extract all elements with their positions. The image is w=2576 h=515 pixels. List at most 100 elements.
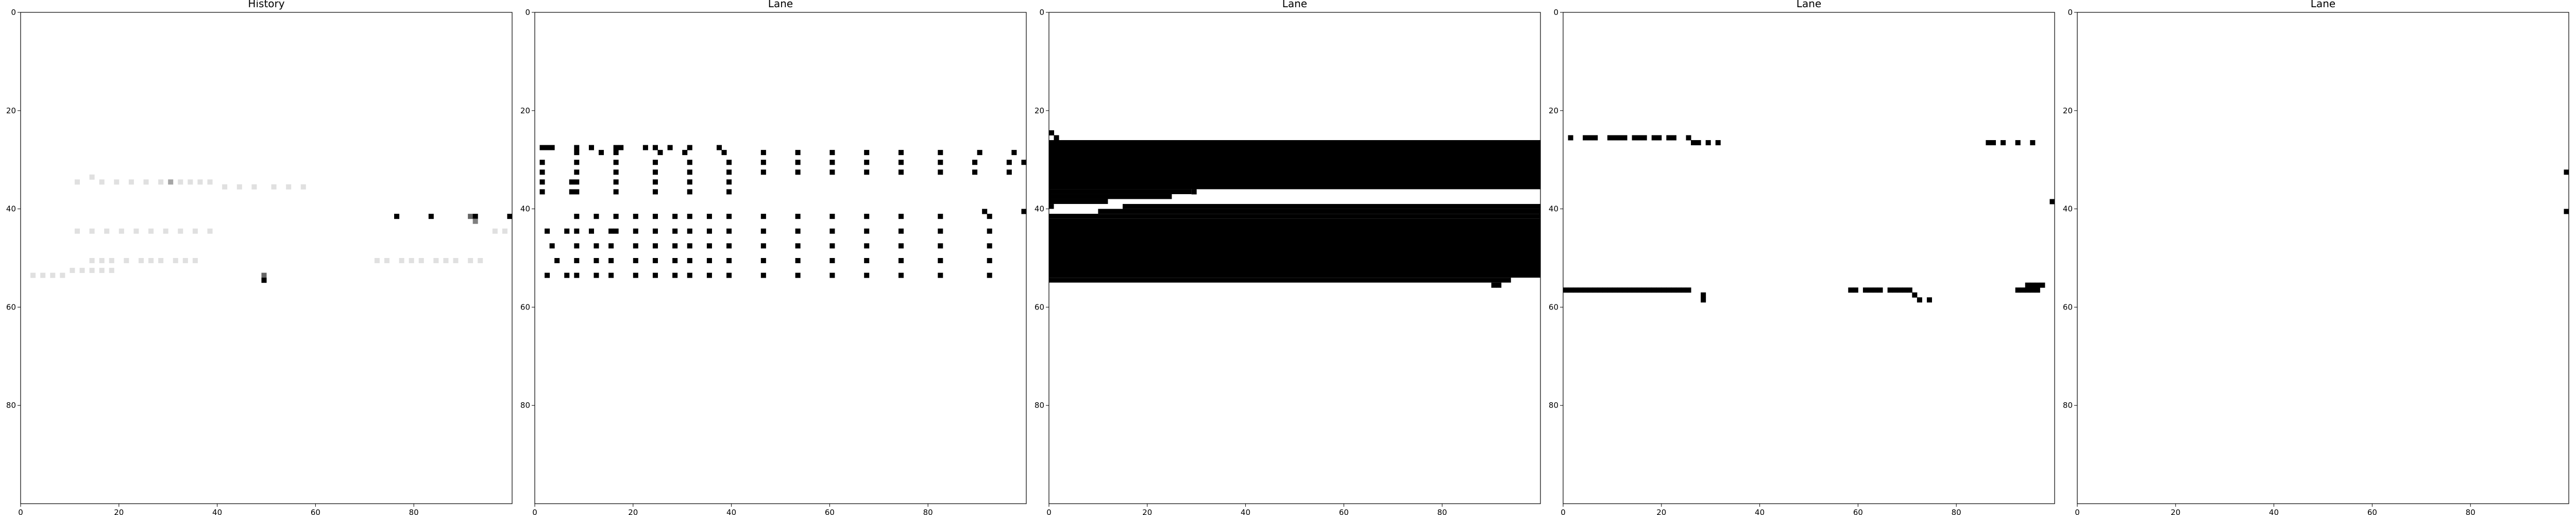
x-tick-label: 40 <box>1755 508 1765 515</box>
heat-cell <box>574 179 580 185</box>
panel-title: History <box>248 0 284 10</box>
x-tick-label: 60 <box>311 508 320 515</box>
heat-cell <box>687 258 692 264</box>
x-tick-label: 60 <box>1853 508 1863 515</box>
heat-cell <box>574 169 580 175</box>
heat-cell <box>613 150 619 156</box>
heat-cell <box>1006 169 1012 175</box>
x-tick-label: 80 <box>923 508 933 515</box>
heat-cell <box>574 150 580 156</box>
heat-cell <box>864 150 870 156</box>
heat-cell <box>706 214 712 219</box>
heat-cell <box>726 169 732 175</box>
heat-cell <box>938 150 943 156</box>
heat-cell <box>716 145 722 150</box>
heat-cell <box>795 243 801 249</box>
heat-cell <box>182 258 188 264</box>
heat-cell <box>2564 169 2569 175</box>
heat-cell <box>1691 140 1697 146</box>
heat-cell <box>613 179 619 185</box>
heat-cell <box>1651 287 1657 293</box>
heat-cell <box>138 258 144 264</box>
heat-cell <box>148 258 154 264</box>
heat-cell <box>1587 135 1593 141</box>
y-tick-label: 80 <box>1549 401 1558 410</box>
heat-cell <box>1647 287 1652 293</box>
heat-cell <box>564 272 570 278</box>
heat-cell <box>178 179 183 185</box>
heat-cell <box>539 160 545 165</box>
heat-cell <box>726 160 732 165</box>
heat-cell <box>1049 130 1055 135</box>
x-tick-label: 40 <box>212 508 222 515</box>
heat-cell <box>1715 140 1721 146</box>
heat-cell <box>539 145 555 150</box>
y-tick-label: 0 <box>11 8 16 17</box>
panel-2: Lane 0 20 40 60 80 0 20 40 60 80 <box>520 0 1027 515</box>
heat-cell <box>2035 287 2040 293</box>
heat-cell <box>760 160 766 165</box>
panel-cells <box>2564 169 2569 214</box>
heat-cell <box>687 189 692 195</box>
heat-cell <box>977 150 982 156</box>
heat-cell <box>574 189 580 195</box>
y-tick-label: 40 <box>2063 204 2073 214</box>
heat-cell <box>898 272 904 278</box>
heat-cell <box>1897 287 1903 293</box>
x-tick-label: 0 <box>1046 508 1052 515</box>
heat-cell <box>124 258 129 264</box>
heat-cell <box>99 268 105 273</box>
heat-cell <box>2015 287 2021 293</box>
heat-cell <box>652 228 658 234</box>
heat-cell <box>207 228 213 234</box>
heat-cell <box>492 228 498 234</box>
heat-cell <box>864 243 870 249</box>
heat-cell <box>1583 287 1588 293</box>
heat-cell <box>545 228 550 234</box>
heat-cell <box>864 160 870 165</box>
heat-cell <box>173 258 178 264</box>
heat-cell <box>588 228 594 234</box>
heat-cell <box>158 258 164 264</box>
heat-cell <box>236 184 242 190</box>
panel-frame <box>534 12 1027 504</box>
heat-cell <box>1862 287 1868 293</box>
heat-cell <box>588 145 594 150</box>
heat-cell <box>987 272 992 278</box>
heat-cell <box>384 258 389 264</box>
heat-block <box>1049 218 1540 278</box>
heat-cell <box>938 228 943 234</box>
heat-cell <box>1637 287 1642 293</box>
heat-cell <box>795 169 801 175</box>
x-tick-label: 0 <box>1561 508 1566 515</box>
panel-cells <box>539 145 1026 278</box>
heat-cell <box>2030 282 2036 288</box>
heat-cell <box>1701 297 1706 303</box>
heat-cell <box>374 258 380 264</box>
heat-cell <box>652 258 658 264</box>
heat-cell <box>1587 287 1593 293</box>
heat-cell <box>1612 287 1618 293</box>
x-tick-label: 60 <box>825 508 835 515</box>
heat-block <box>1123 204 1540 209</box>
y-tick-label: 20 <box>2063 106 2073 115</box>
heat-cell <box>726 228 732 234</box>
heat-cell <box>1191 189 1197 195</box>
heat-cell <box>574 214 580 219</box>
y-tick-label: 60 <box>520 302 530 312</box>
panel-frame <box>1563 12 2055 504</box>
heat-block <box>1098 209 1540 214</box>
heat-cell <box>1907 287 1912 293</box>
heat-cell <box>672 243 678 249</box>
heat-cell <box>726 179 732 185</box>
heat-cell <box>1696 140 1701 146</box>
heat-cell <box>829 272 835 278</box>
heat-cell <box>760 169 766 175</box>
heat-cell <box>433 258 439 264</box>
x-tick-label: 80 <box>409 508 419 515</box>
heat-cell <box>1873 287 1878 293</box>
heat-cell <box>178 228 183 234</box>
heat-cell <box>443 258 449 264</box>
heat-cell <box>898 258 904 264</box>
heat-cell <box>795 272 801 278</box>
